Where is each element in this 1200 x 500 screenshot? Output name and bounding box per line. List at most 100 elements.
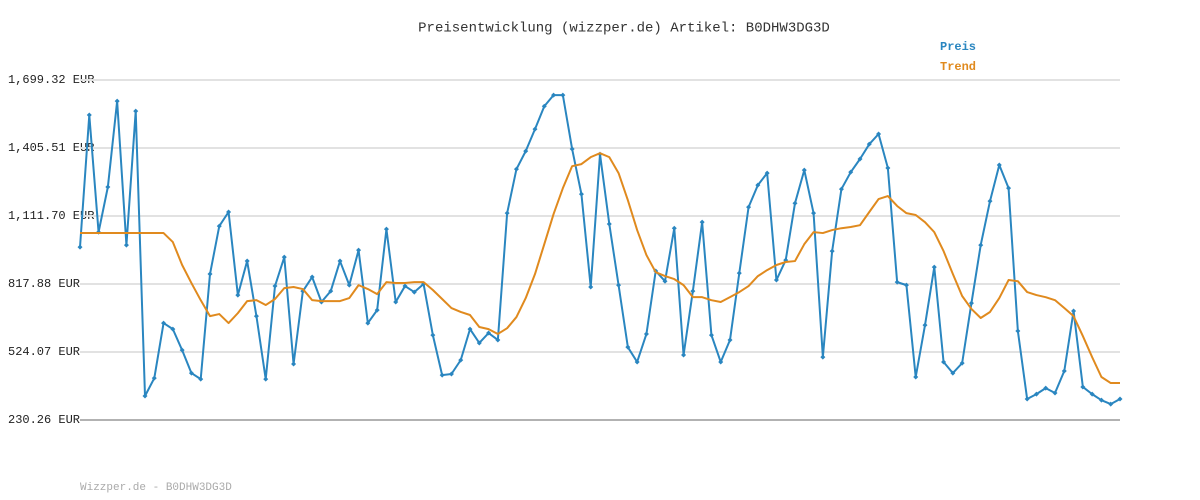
point [792, 200, 798, 206]
y-tick-label: 1,405.51 EUR [8, 141, 94, 155]
point [866, 141, 872, 147]
point [1117, 396, 1123, 402]
point [690, 288, 696, 294]
point [708, 332, 714, 338]
point [161, 320, 167, 326]
point [346, 282, 352, 288]
point [551, 92, 557, 98]
point [198, 376, 204, 382]
point [625, 344, 631, 350]
point [616, 282, 622, 288]
point [188, 370, 194, 376]
point [959, 360, 965, 366]
point [77, 244, 83, 250]
point [811, 210, 817, 216]
point [671, 225, 677, 231]
chart-title: Preisentwicklung (wizzper.de) Artikel: B… [418, 21, 830, 37]
point [950, 370, 956, 376]
point [383, 226, 389, 232]
point [578, 191, 584, 197]
point [86, 112, 92, 118]
point [337, 258, 343, 264]
point [235, 292, 241, 298]
point [476, 340, 482, 346]
point [1006, 185, 1012, 191]
point [885, 165, 891, 171]
point [486, 330, 492, 336]
point [1024, 396, 1030, 402]
point [1061, 368, 1067, 374]
point [699, 219, 705, 225]
point [820, 354, 826, 360]
point [1098, 397, 1104, 403]
point [226, 209, 232, 215]
point [151, 375, 157, 381]
series-line [79, 94, 1121, 406]
point [922, 322, 928, 328]
point [448, 371, 454, 377]
point [876, 131, 882, 137]
point [718, 359, 724, 365]
series-line [80, 152, 1120, 385]
point [801, 167, 807, 173]
point [1033, 391, 1039, 397]
point [894, 279, 900, 285]
point [987, 198, 993, 204]
point [523, 148, 529, 154]
y-tick-label: 1,111.70 EUR [8, 209, 94, 223]
point [207, 271, 213, 277]
point [328, 288, 334, 294]
point [458, 357, 464, 363]
point [848, 169, 854, 175]
point [133, 108, 139, 114]
point [634, 359, 640, 365]
point [746, 204, 752, 210]
point [356, 247, 362, 253]
point [179, 347, 185, 353]
point [773, 277, 779, 283]
point [393, 299, 399, 305]
point [123, 242, 129, 248]
point [857, 156, 863, 162]
point [513, 166, 519, 172]
point [978, 242, 984, 248]
point [560, 92, 566, 98]
point [272, 283, 278, 289]
point [216, 223, 222, 229]
point [681, 352, 687, 358]
point [263, 376, 269, 382]
point [838, 186, 844, 192]
point [439, 372, 445, 378]
point [606, 221, 612, 227]
point [541, 103, 547, 109]
point [430, 332, 436, 338]
point [1080, 384, 1086, 390]
point [829, 248, 835, 254]
point [1043, 385, 1049, 391]
point [643, 331, 649, 337]
point [941, 359, 947, 365]
point [736, 270, 742, 276]
point [495, 337, 501, 343]
point [1015, 328, 1021, 334]
point [532, 126, 538, 132]
point [142, 393, 148, 399]
point [755, 182, 761, 188]
point [968, 300, 974, 306]
point [114, 98, 120, 104]
point [1108, 401, 1114, 407]
point [727, 337, 733, 343]
y-tick-label: 1,699.32 EUR [8, 73, 94, 87]
point [365, 320, 371, 326]
y-tick-label: 524.07 EUR [8, 345, 80, 359]
point [291, 361, 297, 367]
point [281, 254, 287, 260]
legend-label: Trend [940, 60, 976, 74]
point [1052, 390, 1058, 396]
point [374, 307, 380, 313]
point [105, 184, 111, 190]
point [588, 284, 594, 290]
legend-label: Preis [940, 40, 976, 54]
point [244, 258, 250, 264]
